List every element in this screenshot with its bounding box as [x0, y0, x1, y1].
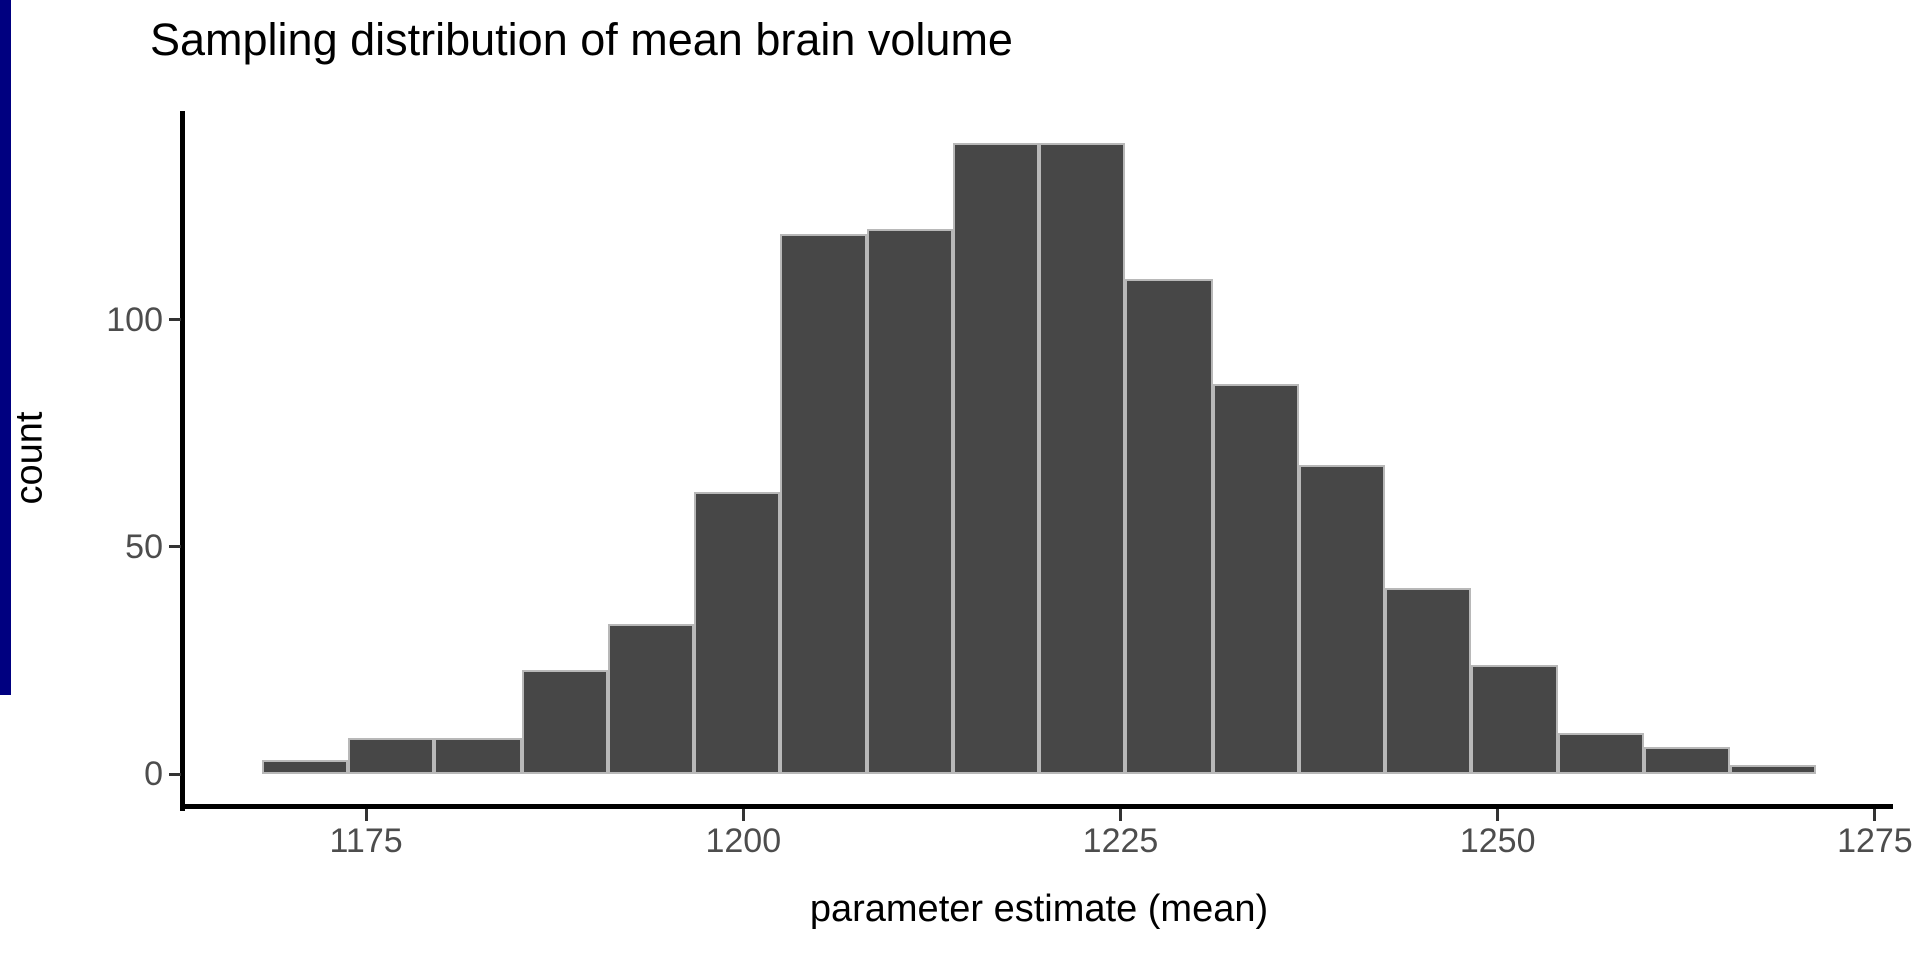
y-tick-label: 0 [144, 755, 163, 793]
histogram-bar [1644, 746, 1730, 774]
y-tick-mark [169, 318, 181, 322]
x-tick-mark [1873, 809, 1877, 821]
x-tick-mark [741, 809, 745, 821]
histogram-bar [348, 737, 434, 774]
histogram-bar [693, 492, 780, 774]
x-tick-label: 1275 [1837, 822, 1913, 860]
histogram-bar [1212, 383, 1299, 774]
chart-title: Sampling distribution of mean brain volu… [150, 14, 1013, 65]
x-tick-label: 1250 [1459, 822, 1536, 860]
reference-vline [0, 0, 11, 695]
histogram-bar [521, 669, 608, 774]
histogram-bar [779, 233, 867, 774]
histogram-bar [953, 142, 1039, 774]
y-tick-mark [169, 545, 181, 549]
y-axis-title: count [8, 411, 51, 505]
x-tick-label: 1225 [1082, 822, 1159, 860]
x-tick-mark [364, 809, 368, 821]
x-tick-mark [1496, 809, 1500, 821]
histogram-bar [1730, 764, 1816, 774]
y-axis-line [180, 111, 185, 811]
histogram-bar [1125, 279, 1213, 774]
histogram-bar [607, 624, 694, 774]
x-axis-title: parameter estimate (mean) [809, 888, 1269, 930]
histogram-bar [1298, 465, 1385, 774]
y-tick-label: 100 [106, 300, 163, 339]
histogram-bar [262, 760, 348, 774]
x-axis-line [180, 804, 1893, 809]
histogram-bar [434, 737, 522, 774]
y-tick-mark [169, 772, 181, 776]
x-tick-label: 1200 [705, 822, 782, 860]
histogram-bar [1039, 142, 1125, 774]
histogram-bar [1384, 587, 1471, 774]
histogram-bar [1470, 665, 1558, 774]
x-tick-label: 1175 [329, 822, 403, 860]
histogram-bar [1558, 733, 1644, 774]
x-tick-mark [1119, 809, 1122, 821]
histogram-bar [867, 229, 953, 774]
y-tick-label: 50 [125, 527, 163, 566]
